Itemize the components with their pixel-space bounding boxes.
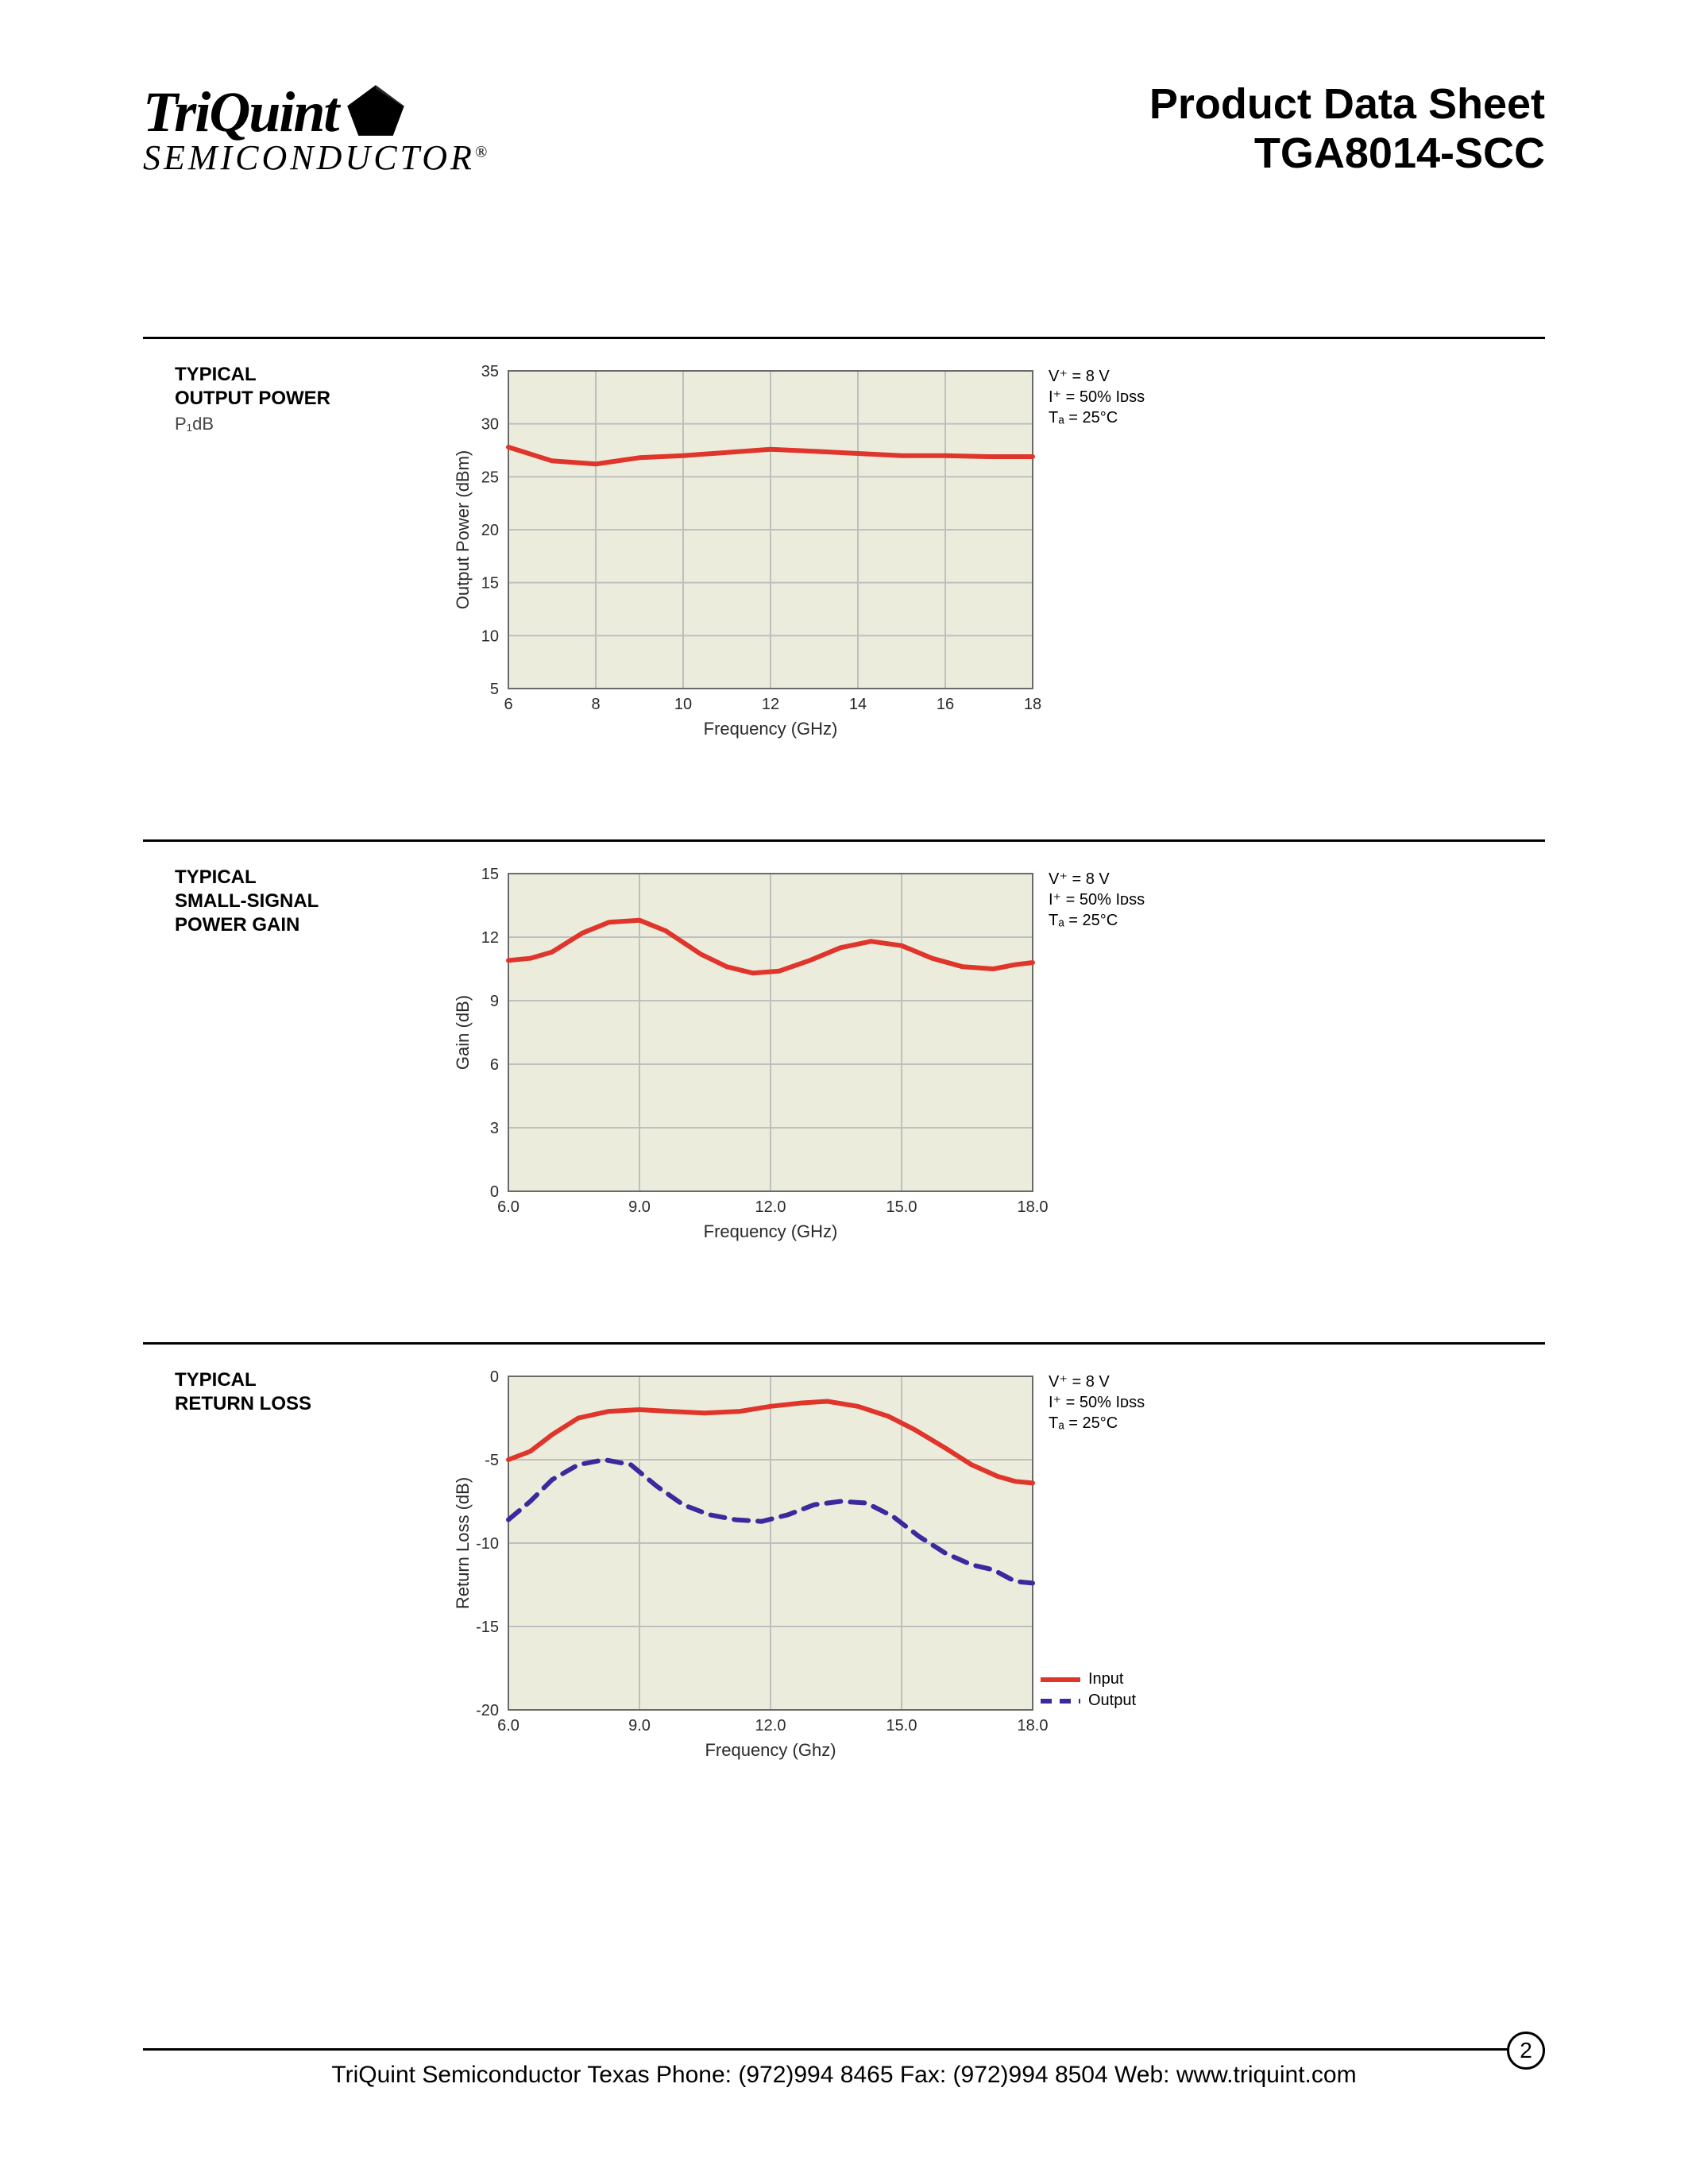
chart-legend: Input Output: [1041, 1670, 1136, 1713]
chart-container: 6 8 10 12 14 16 18 5 10 15 20 25 30 35 Frequency (GHz)…: [445, 355, 1192, 792]
svg-text:15.0: 15.0: [886, 1717, 917, 1734]
legend-item: Output: [1041, 1692, 1136, 1710]
chart-label-title: TYPICALOUTPUT POWER: [175, 363, 445, 411]
svg-text:Frequency (GHz): Frequency (GHz): [704, 1221, 838, 1241]
legend-item: Input: [1041, 1670, 1136, 1688]
svg-text:10: 10: [674, 696, 692, 713]
chart-container: 6.0 9.0 12.0 15.0 18.0 -20 -15 -10 -5 0 Frequency …: [445, 1360, 1192, 1813]
legend-swatch: [1041, 1699, 1080, 1704]
svg-text:12.0: 12.0: [755, 1717, 786, 1734]
footer-text: TriQuint Semiconductor Texas Phone: (972…: [331, 2062, 1356, 2089]
svg-text:-5: -5: [485, 1452, 499, 1469]
svg-text:0: 0: [490, 1368, 499, 1386]
svg-text:18: 18: [1024, 696, 1041, 713]
title-line-2: TGA8014-SCC: [1149, 129, 1545, 178]
svg-text:-20: -20: [476, 1702, 499, 1719]
chart-section: TYPICALRETURN LOSS 6.0 9.0 12.0 15.0 18.0 -20 -…: [143, 1342, 1545, 1813]
svg-text:Return Loss (dB): Return Loss (dB): [453, 1477, 473, 1609]
chart-label-title: TYPICALRETURN LOSS: [175, 1368, 445, 1416]
svg-text:Frequency (GHz): Frequency (GHz): [704, 719, 838, 739]
svg-text:12: 12: [481, 929, 499, 947]
svg-text:Gain (dB): Gain (dB): [453, 995, 473, 1070]
pentagon-icon: [344, 83, 408, 142]
svg-text:6: 6: [504, 696, 512, 713]
chart-label: TYPICALOUTPUT POWER P₁dB: [143, 355, 445, 434]
document-title: Product Data Sheet TGA8014-SCC: [1149, 79, 1545, 178]
svg-text:14: 14: [849, 696, 867, 713]
svg-text:10: 10: [481, 627, 499, 645]
svg-text:6.0: 6.0: [497, 1717, 520, 1734]
svg-text:12: 12: [762, 696, 779, 713]
legend-label: Output: [1088, 1692, 1136, 1710]
charts-region: TYPICALOUTPUT POWER P₁dB 6 8 10 12 14 16 18 5 10 15…: [143, 337, 1545, 1813]
logo-text-sub: SEMICONDUCTOR®: [143, 137, 490, 178]
svg-text:9: 9: [490, 993, 499, 1010]
logo-text-main: TriQuint: [143, 79, 338, 145]
svg-text:Frequency (Ghz): Frequency (Ghz): [705, 1740, 836, 1760]
title-line-1: Product Data Sheet: [1149, 79, 1545, 129]
svg-text:15.0: 15.0: [886, 1198, 917, 1216]
svg-text:35: 35: [481, 363, 499, 380]
svg-text:9.0: 9.0: [628, 1198, 651, 1216]
svg-text:0: 0: [490, 1183, 499, 1201]
chart-conditions: V⁺ = 8 VI⁺ = 50% IᴅssTₐ = 25°C: [1049, 1372, 1145, 1433]
chart-container: 6.0 9.0 12.0 15.0 18.0 0 3 6 9 12 15 Frequency (GHz…: [445, 858, 1192, 1295]
legend-swatch: [1041, 1677, 1080, 1682]
chart-section: TYPICALOUTPUT POWER P₁dB 6 8 10 12 14 16 18 5 10 15…: [143, 337, 1545, 792]
svg-text:18.0: 18.0: [1018, 1198, 1049, 1216]
svg-text:25: 25: [481, 469, 499, 486]
chart-conditions: V⁺ = 8 VI⁺ = 50% IᴅssTₐ = 25°C: [1049, 366, 1145, 428]
svg-text:18.0: 18.0: [1018, 1717, 1049, 1734]
svg-text:16: 16: [937, 696, 954, 713]
svg-text:20: 20: [481, 522, 499, 539]
svg-text:12.0: 12.0: [755, 1198, 786, 1216]
svg-text:5: 5: [490, 681, 499, 698]
svg-text:-15: -15: [476, 1619, 499, 1636]
svg-text:6: 6: [490, 1056, 499, 1074]
page-footer: TriQuint Semiconductor Texas Phone: (972…: [143, 2048, 1545, 2089]
legend-label: Input: [1088, 1670, 1123, 1688]
svg-text:Output Power (dBm): Output Power (dBm): [453, 450, 473, 610]
svg-text:30: 30: [481, 416, 499, 434]
page-header: TriQuint SEMICONDUCTOR® Product Data She…: [143, 79, 1545, 178]
svg-text:15: 15: [481, 575, 499, 592]
company-logo: TriQuint SEMICONDUCTOR®: [143, 79, 490, 178]
svg-text:9.0: 9.0: [628, 1717, 651, 1734]
chart-section: TYPICALSMALL-SIGNALPOWER GAIN 6.0 9.0 12.0 1…: [143, 839, 1545, 1295]
svg-text:8: 8: [591, 696, 600, 713]
chart-conditions: V⁺ = 8 VI⁺ = 50% IᴅssTₐ = 25°C: [1049, 869, 1145, 931]
page-number: 2: [1507, 2032, 1545, 2070]
svg-text:-10: -10: [476, 1535, 499, 1553]
svg-text:15: 15: [481, 866, 499, 883]
chart-label: TYPICALSMALL-SIGNALPOWER GAIN: [143, 858, 445, 937]
chart-label-title: TYPICALSMALL-SIGNALPOWER GAIN: [175, 866, 445, 937]
svg-text:3: 3: [490, 1120, 499, 1137]
chart-label-sub: P₁dB: [175, 414, 445, 434]
svg-text:6.0: 6.0: [497, 1198, 520, 1216]
chart-label: TYPICALRETURN LOSS: [143, 1360, 445, 1416]
